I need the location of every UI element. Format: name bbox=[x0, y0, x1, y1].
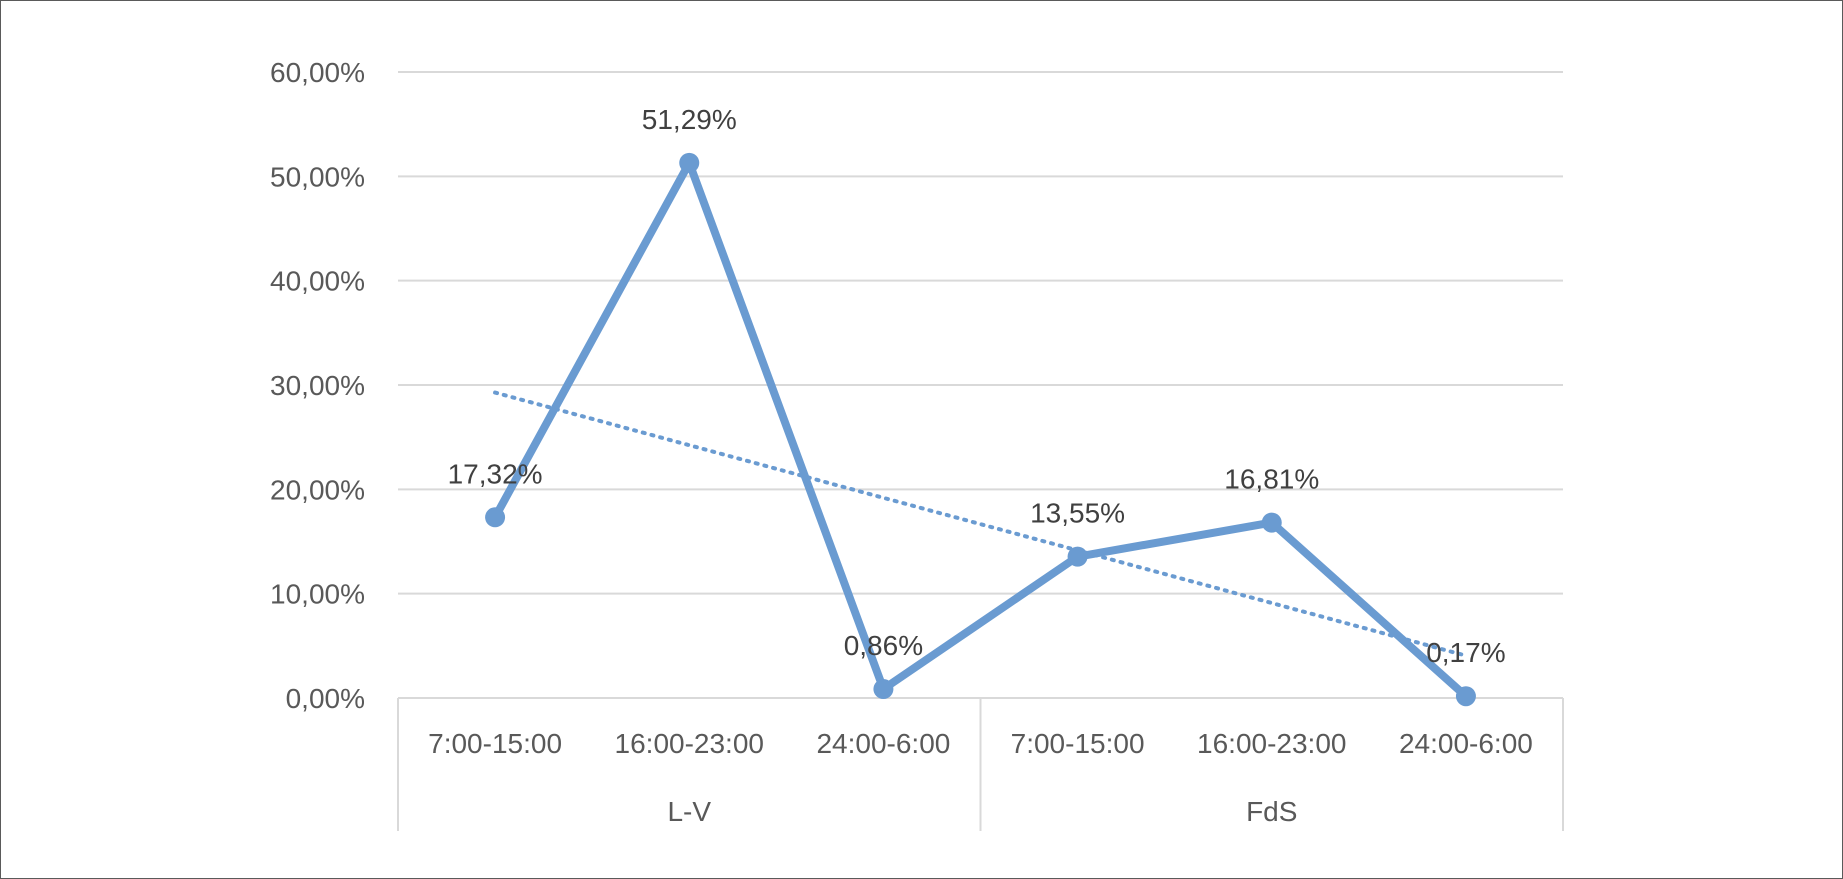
series-points bbox=[485, 152, 1476, 707]
category-label: 7:00-15:00 bbox=[428, 728, 562, 759]
y-tick-label: 0,00% bbox=[286, 683, 365, 714]
data-point bbox=[679, 152, 700, 173]
data-label: 16,81% bbox=[1224, 464, 1319, 495]
data-label: 0,17% bbox=[1426, 637, 1505, 668]
series-line-path bbox=[491, 158, 1470, 701]
data-point bbox=[1067, 546, 1088, 567]
data-label: 0,86% bbox=[844, 630, 923, 661]
data-point bbox=[1261, 512, 1282, 533]
trendline bbox=[493, 390, 1468, 658]
category-label: 24:00-6:00 bbox=[816, 728, 950, 759]
category-axis bbox=[397, 697, 1564, 831]
data-point bbox=[873, 679, 894, 700]
y-tick-label: 10,00% bbox=[270, 579, 365, 610]
data-label: 13,55% bbox=[1030, 498, 1125, 529]
y-tick-label: 30,00% bbox=[270, 370, 365, 401]
category-label: 24:00-6:00 bbox=[1399, 728, 1533, 759]
category-label: 7:00-15:00 bbox=[1011, 728, 1145, 759]
category-labels: 7:00-15:00 16:00-23:00 24:00-6:00 7:00-15:0… bbox=[428, 728, 1533, 759]
data-point bbox=[1455, 686, 1476, 707]
data-label: 51,29% bbox=[642, 104, 737, 135]
gridlines bbox=[398, 71, 1563, 595]
category-label: 16:00-23:00 bbox=[1197, 728, 1346, 759]
series-line bbox=[491, 158, 1470, 701]
group-labels: L-V FdS bbox=[667, 796, 1297, 827]
category-label: 16:00-23:00 bbox=[615, 728, 764, 759]
y-tick-label: 20,00% bbox=[270, 474, 365, 505]
group-label: L-V bbox=[667, 796, 711, 827]
trendline-line bbox=[493, 390, 1468, 658]
y-tick-label: 50,00% bbox=[270, 161, 365, 192]
y-tick-label: 60,00% bbox=[270, 57, 365, 88]
data-label: 17,32% bbox=[448, 458, 543, 489]
y-axis-ticks: 0,00% 10,00% 20,00% 30,00% 40,00% 50,00% 60,00… bbox=[270, 57, 365, 714]
data-labels: 17,32% 51,29% 0,86% 13,55% 16,81% 0,17% bbox=[448, 104, 1506, 668]
group-label: FdS bbox=[1246, 796, 1297, 827]
data-point bbox=[485, 507, 506, 528]
y-tick-label: 40,00% bbox=[270, 266, 365, 297]
